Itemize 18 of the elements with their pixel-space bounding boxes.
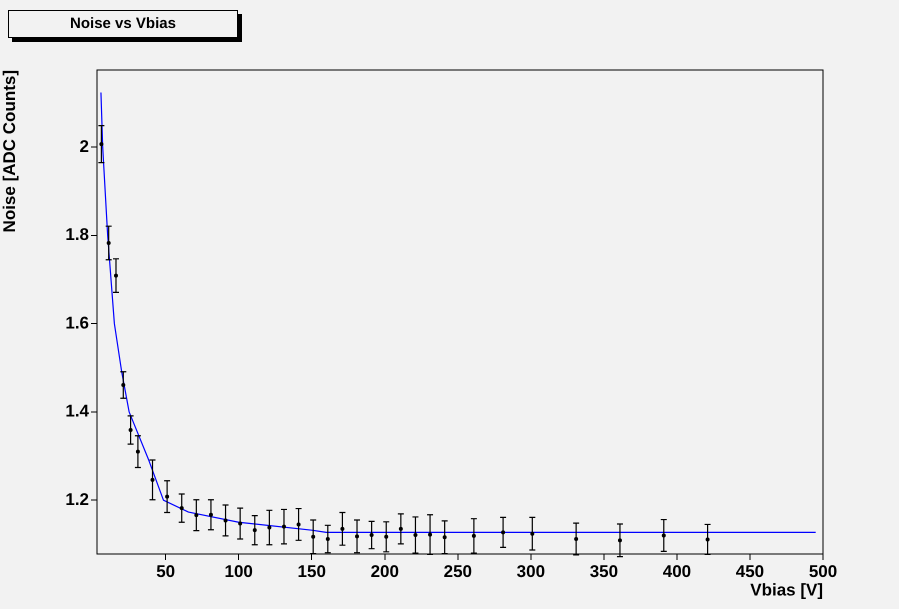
y-tick-label: 1.8 bbox=[65, 225, 89, 244]
x-tick-label: 400 bbox=[662, 562, 692, 581]
y-tick-label: 2 bbox=[80, 136, 89, 156]
x-tick-label: 100 bbox=[224, 562, 253, 581]
x-tick-label: 450 bbox=[736, 562, 764, 581]
x-tick-label: 250 bbox=[444, 562, 472, 581]
y-tick-label: 1.4 bbox=[65, 402, 90, 421]
x-tick-label: 150 bbox=[298, 562, 326, 581]
x-tick-label: 500 bbox=[808, 562, 838, 581]
y-tick-label: 1.6 bbox=[65, 313, 89, 332]
x-tick-label: 300 bbox=[516, 562, 546, 581]
x-tick-label: 50 bbox=[156, 562, 176, 581]
x-tick-label: 200 bbox=[370, 562, 399, 581]
y-axis-title: Noise [ADC Counts] bbox=[0, 70, 19, 232]
x-tick-label: 350 bbox=[590, 562, 618, 581]
x-axis-title: Vbias [V] bbox=[750, 580, 823, 600]
chart-title: Noise vs Vbias bbox=[8, 10, 238, 38]
y-tick-label: 1.2 bbox=[65, 490, 89, 509]
